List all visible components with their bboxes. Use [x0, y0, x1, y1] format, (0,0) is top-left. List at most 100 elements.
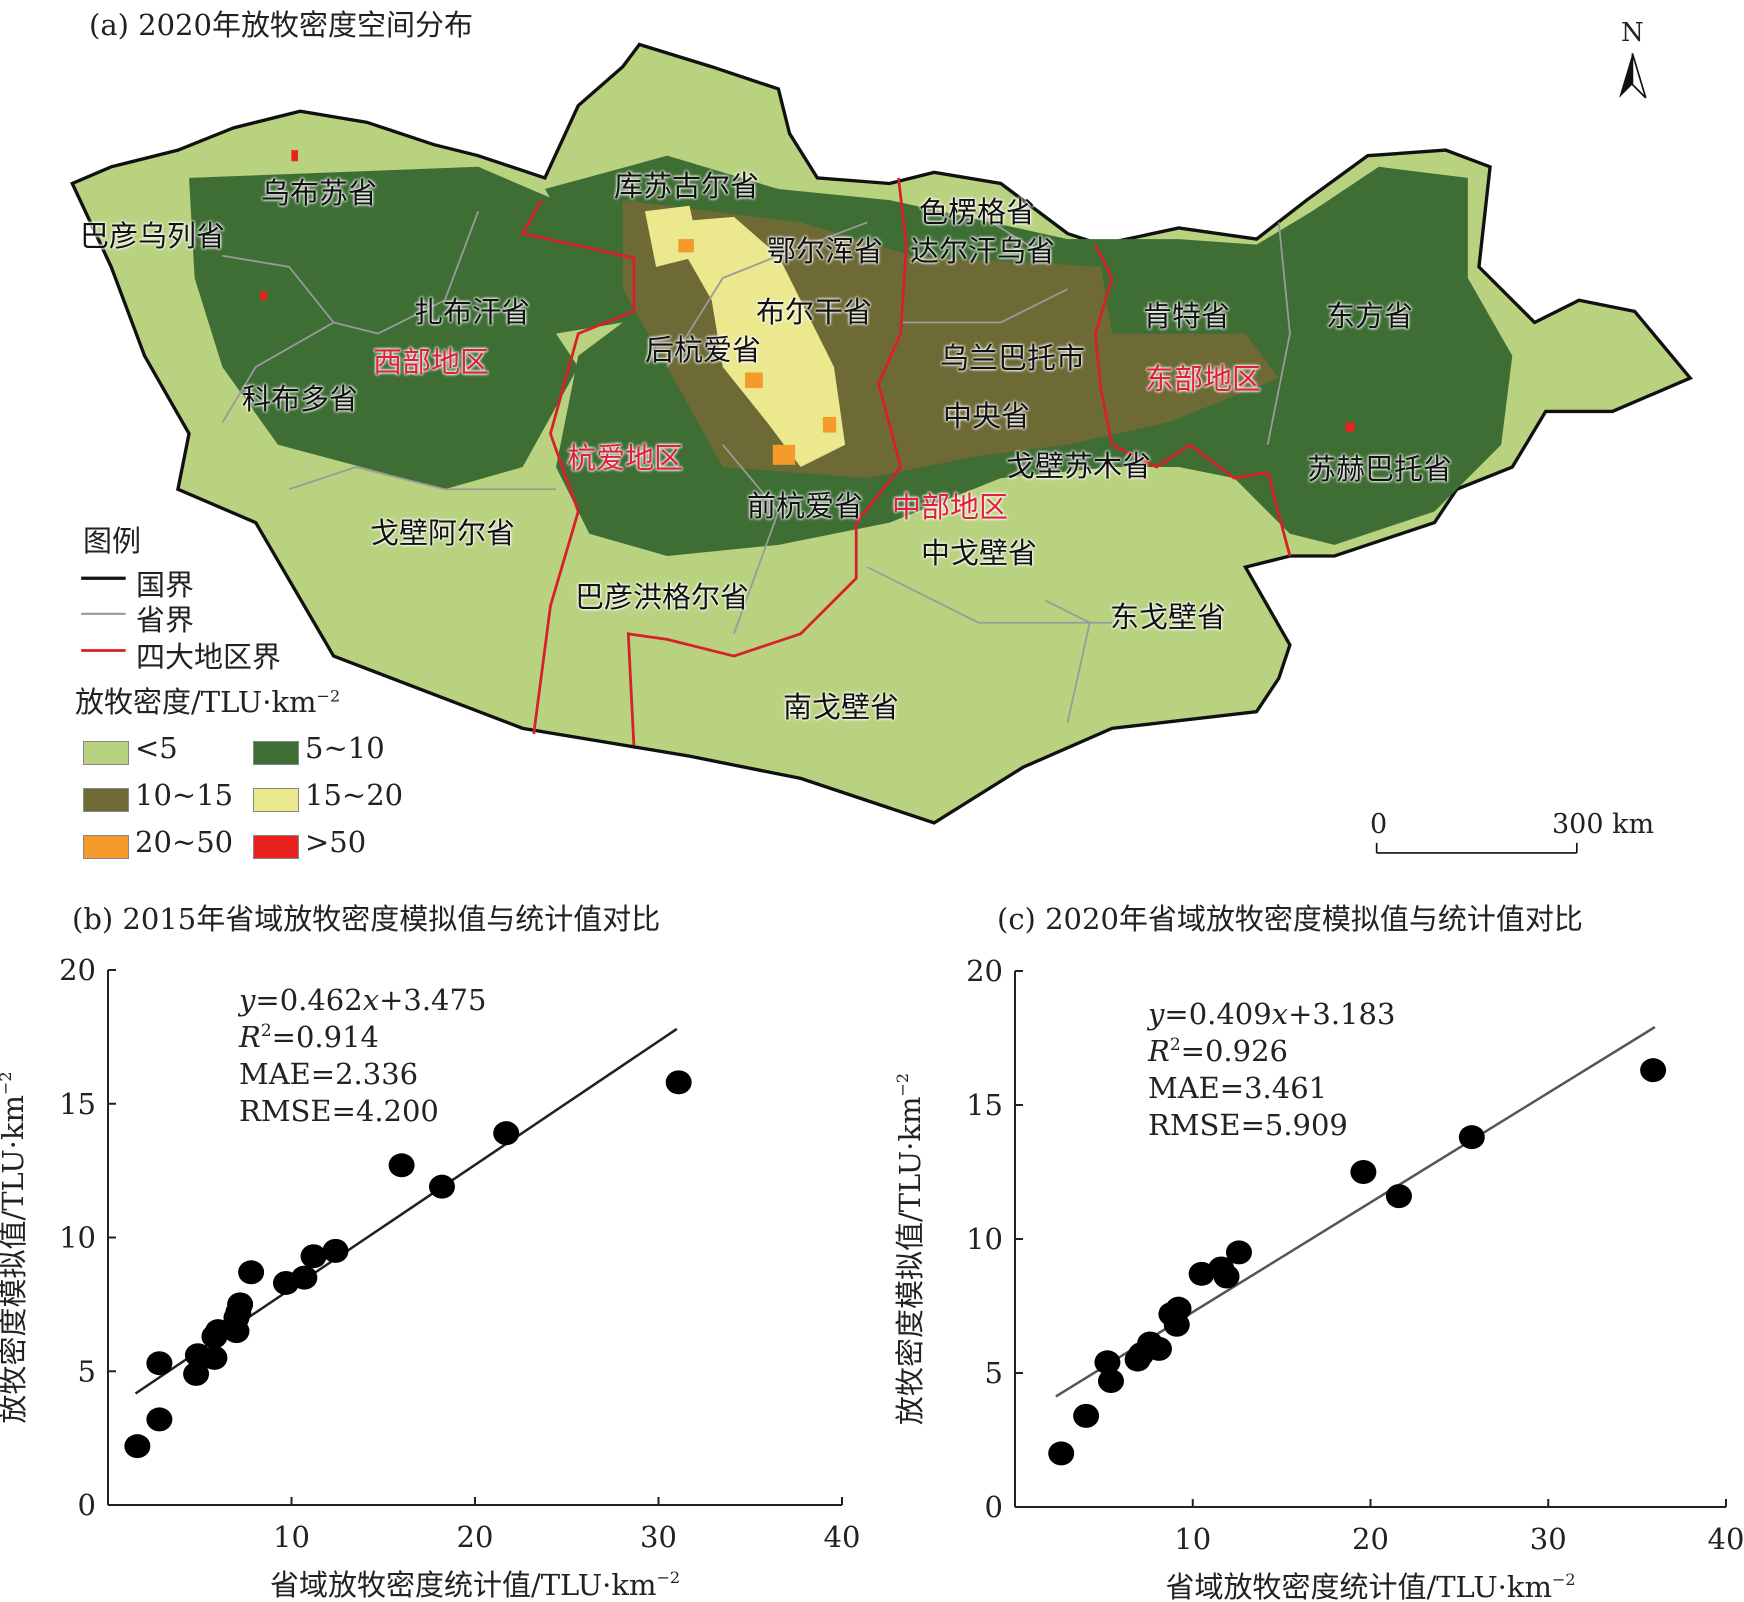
data-point — [1145, 1336, 1172, 1361]
data-point — [1640, 1058, 1667, 1083]
data-point — [1137, 1331, 1164, 1356]
province-label: 科布多省 — [242, 382, 359, 416]
data-point — [1165, 1296, 1192, 1321]
mae-label: MAE=2.336 — [239, 1057, 418, 1091]
data-point — [428, 1174, 455, 1199]
province-boundaries — [221, 199, 1291, 723]
north-label: N — [1621, 18, 1644, 48]
region-boundaries — [520, 177, 1292, 746]
province-label: 前杭爱省 — [747, 489, 864, 523]
data-point — [1073, 1403, 1100, 1428]
data-point — [1097, 1369, 1124, 1394]
north-arrow-icon — [1619, 53, 1647, 99]
rmse-label: RMSE=4.200 — [239, 1094, 439, 1128]
scale-start: 0 — [1370, 809, 1388, 840]
legend-class-label: 5~10 — [305, 731, 385, 765]
density-20-50-area — [678, 239, 837, 465]
province-label: 巴彦乌列省 — [80, 219, 226, 253]
data-point — [1094, 1350, 1121, 1375]
data-point — [1208, 1256, 1235, 1281]
x-tick-label: 40 — [1708, 1522, 1744, 1556]
r-squared: R2=0.914 — [238, 1020, 379, 1054]
legend-swatch — [83, 788, 129, 812]
legend-swatch — [253, 788, 299, 812]
fit-line — [134, 1027, 678, 1395]
data-point — [1225, 1240, 1252, 1265]
data-point — [146, 1351, 173, 1376]
mae-label: MAE=3.461 — [1148, 1071, 1327, 1105]
province-label: 乌兰巴托市 — [940, 341, 1086, 375]
x-axis-label: 省域放牧密度统计值/TLU·km−2 — [1165, 1570, 1575, 1602]
data-point — [300, 1244, 327, 1269]
data-point — [1163, 1312, 1190, 1337]
legend-class-label: <5 — [135, 731, 178, 765]
y-tick-label: 5 — [985, 1356, 1003, 1390]
province-label: 苏赫巴托省 — [1307, 452, 1453, 486]
province-label: 鄂尔浑省 — [767, 234, 884, 268]
y-tick-label: 0 — [985, 1490, 1003, 1524]
chart-c-title: (c) 2020年省域放牧密度模拟值与统计值对比 — [997, 902, 1583, 936]
y-tick-label: 20 — [59, 953, 96, 987]
data-point — [1458, 1125, 1485, 1150]
region-label: 杭爱地区 — [567, 441, 684, 475]
y-tick-label: 15 — [966, 1088, 1003, 1122]
data-point — [205, 1319, 232, 1344]
regression-equation: y=0.409x+3.183 — [1146, 997, 1395, 1031]
legend-density-title: 放牧密度/TLU·km−2 — [75, 685, 341, 719]
data-point — [1350, 1160, 1377, 1184]
province-label: 戈壁苏木省 — [1006, 449, 1152, 483]
x-tick-label: 20 — [457, 1520, 494, 1554]
province-label: 戈壁阿尔省 — [370, 516, 516, 550]
province-label: 中央省 — [943, 399, 1031, 433]
rmse-label: RMSE=5.909 — [1148, 1108, 1348, 1142]
province-label: 中戈壁省 — [921, 536, 1038, 570]
legend-class-label: 15~20 — [305, 778, 404, 812]
x-tick-label: 40 — [824, 1520, 861, 1554]
data-point — [1213, 1264, 1240, 1289]
legend-swatch — [83, 835, 129, 859]
legend-region-label: 四大地区界 — [136, 640, 282, 674]
data-point — [146, 1407, 173, 1432]
data-point — [1188, 1261, 1215, 1286]
data-point — [272, 1270, 299, 1295]
data-point — [1128, 1342, 1155, 1367]
data-point — [388, 1153, 415, 1178]
legend-swatch — [253, 835, 299, 859]
region-label: 西部地区 — [373, 345, 490, 379]
x-tick-label: 30 — [1530, 1522, 1567, 1556]
region-label: 东部地区 — [1145, 362, 1262, 396]
legend-class-label: >50 — [305, 825, 367, 859]
legend-province-label: 省界 — [136, 603, 195, 637]
region-label: 中部地区 — [892, 490, 1009, 524]
data-point — [225, 1300, 252, 1325]
province-label: 乌布苏省 — [261, 176, 378, 210]
province-label: 后杭爱省 — [645, 333, 762, 367]
fit-line — [1055, 1026, 1656, 1398]
legend-class-label: 10~15 — [135, 778, 234, 812]
province-label: 东方省 — [1326, 299, 1414, 333]
data-point — [322, 1238, 349, 1263]
y-tick-label: 20 — [966, 954, 1003, 988]
scale-end: 300 km — [1552, 809, 1655, 840]
province-label: 东戈壁省 — [1110, 600, 1227, 634]
x-tick-label: 10 — [273, 1520, 310, 1554]
province-label: 巴彦洪格尔省 — [575, 580, 750, 614]
map — [70, 42, 1693, 854]
y-tick-label: 10 — [966, 1222, 1003, 1256]
x-tick-label: 30 — [640, 1520, 677, 1554]
y-tick-label: 10 — [59, 1221, 96, 1255]
x-axis-label: 省域放牧密度统计值/TLU·km−2 — [270, 1568, 680, 1602]
scale-bar — [1375, 842, 1578, 854]
r-squared: R2=0.926 — [1147, 1034, 1288, 1068]
density-over-50-area — [260, 150, 1355, 432]
province-label: 南戈壁省 — [783, 690, 900, 724]
data-point — [1385, 1184, 1412, 1209]
data-point — [223, 1319, 250, 1344]
regression-equation: y=0.462x+3.475 — [237, 983, 486, 1017]
data-point — [227, 1292, 254, 1317]
data-point — [493, 1121, 520, 1146]
chart-b-title: (b) 2015年省域放牧密度模拟值与统计值对比 — [72, 902, 661, 936]
province-label: 扎布汗省 — [414, 295, 531, 329]
map-title: (a) 2020年放牧密度空间分布 — [89, 8, 473, 42]
